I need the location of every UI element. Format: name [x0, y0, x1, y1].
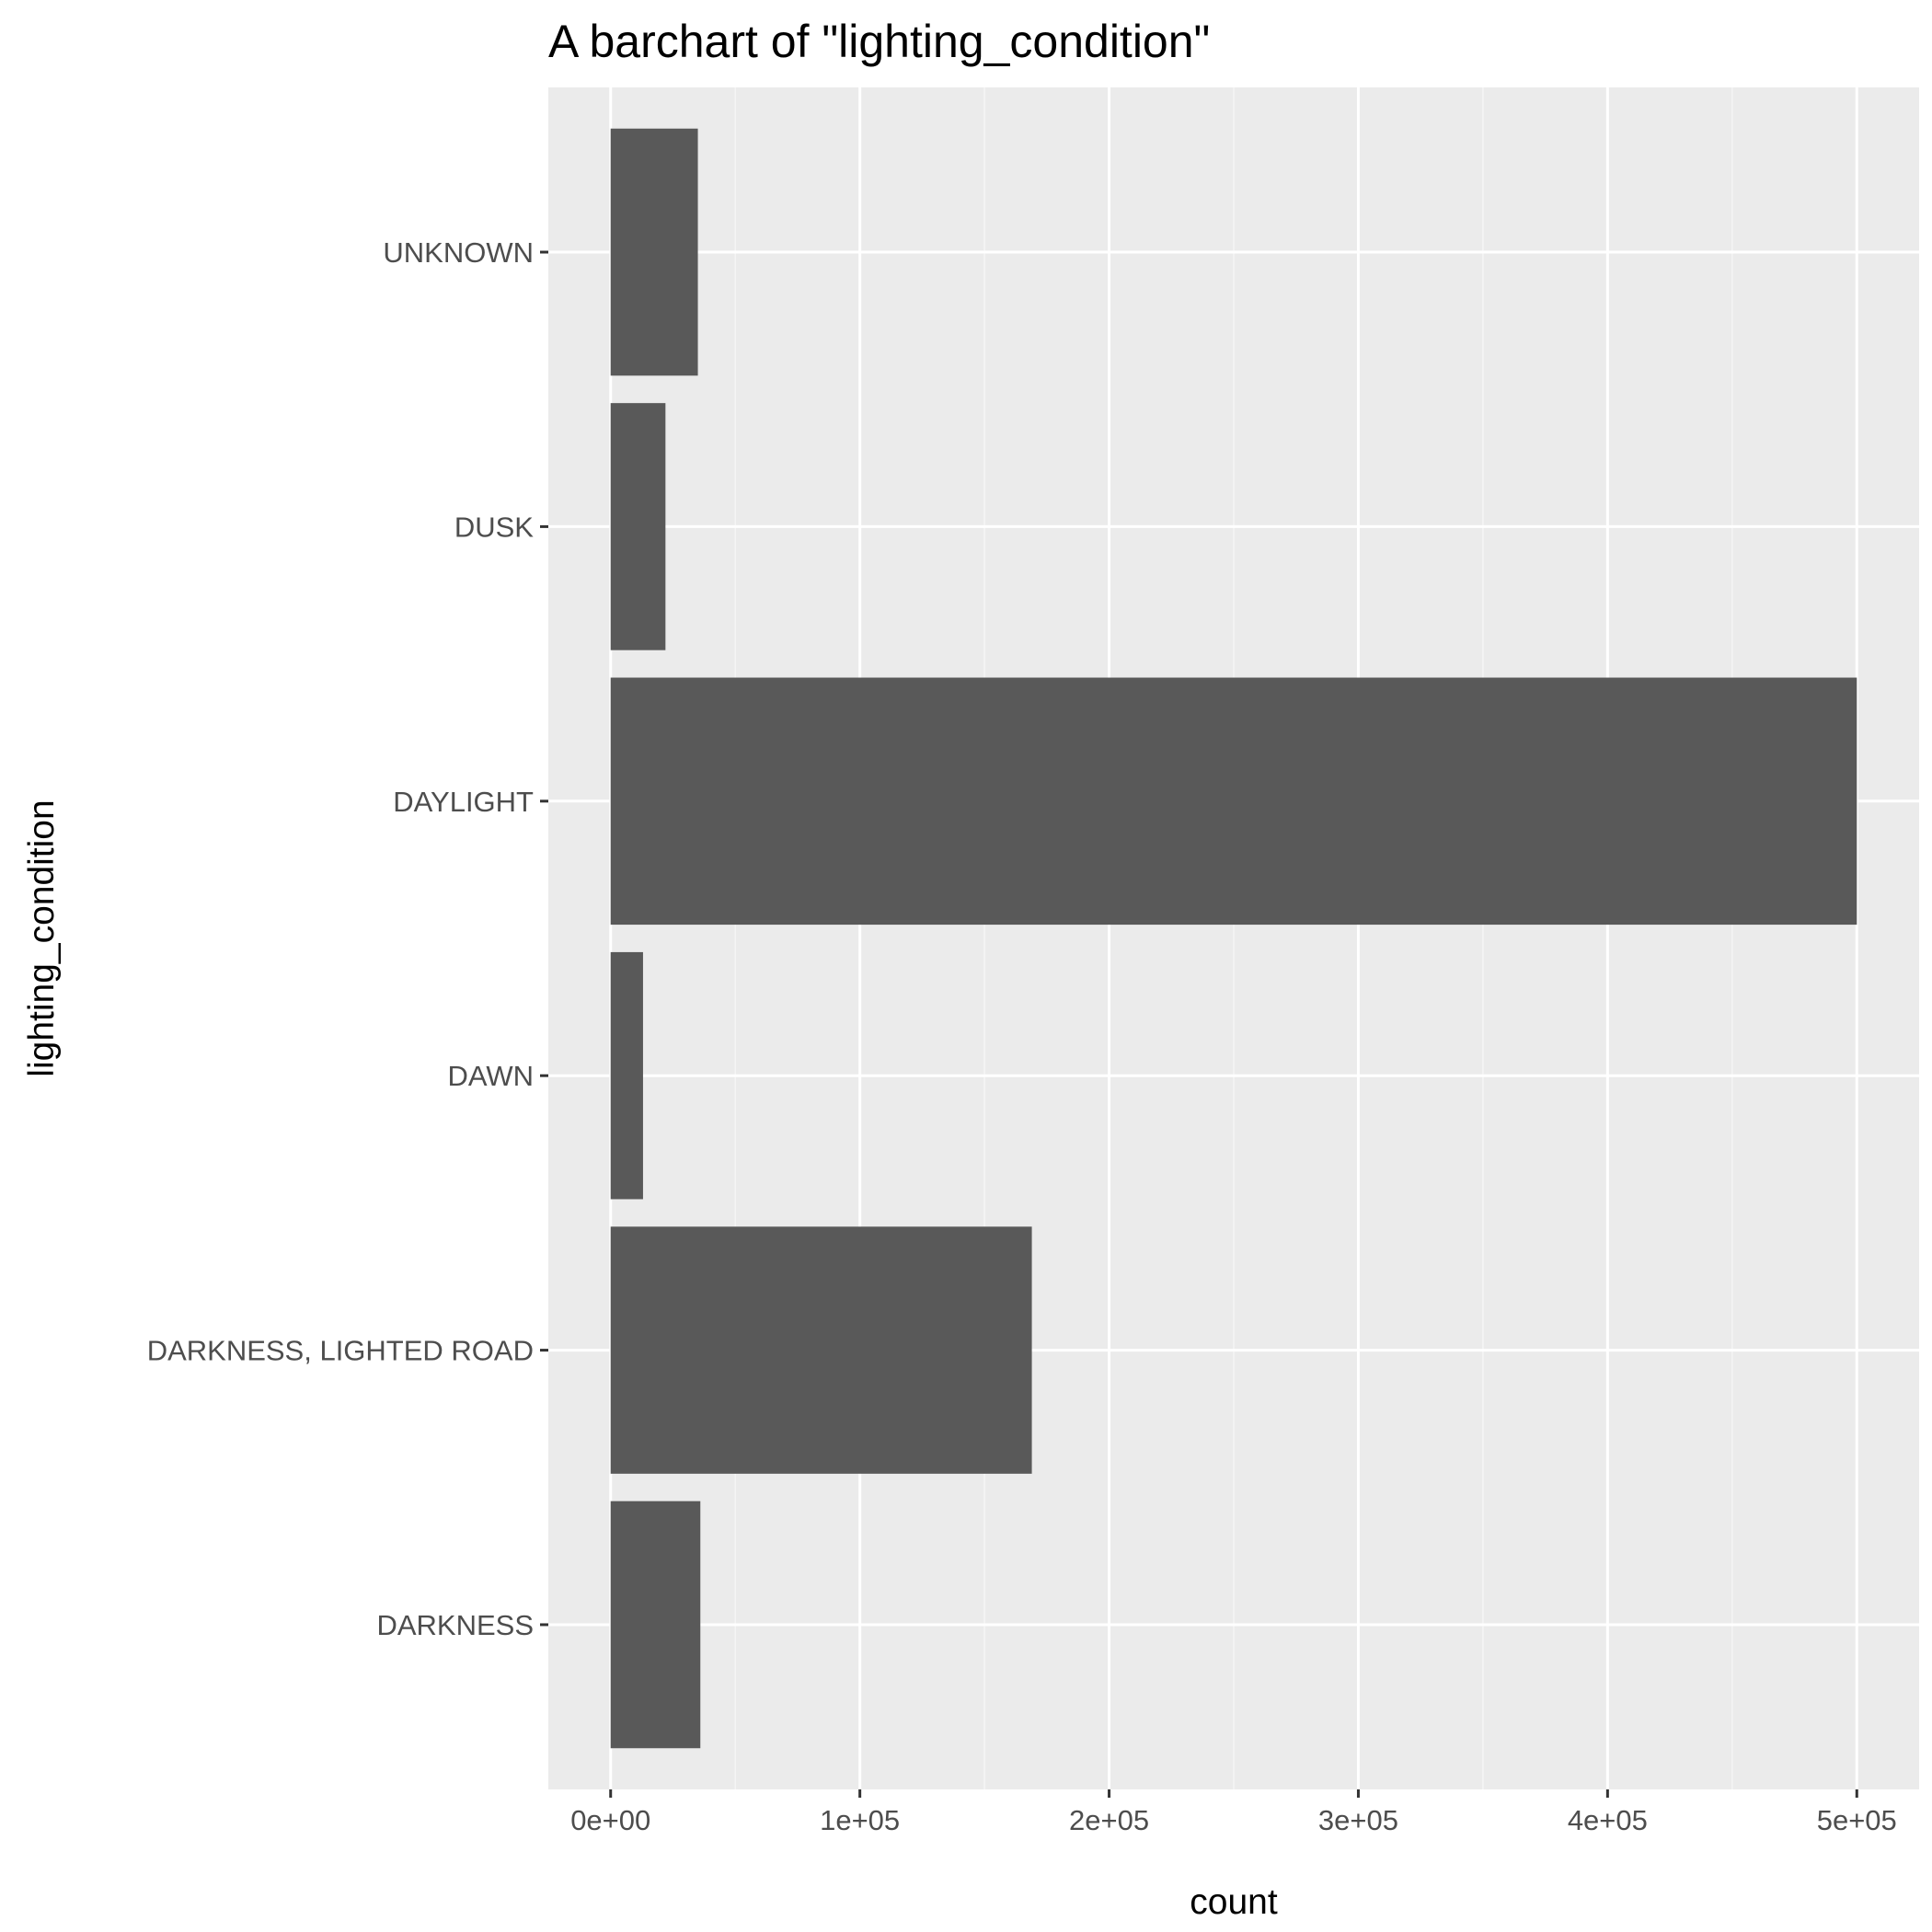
y-axis: DARKNESS DARKNESS, LIGHTED ROAD DAWN DAYLIG…: [147, 236, 548, 1641]
bar: [610, 951, 643, 1200]
x-tick-label: 3e+05: [1318, 1804, 1398, 1836]
y-axis-title: lighting_condition: [22, 799, 62, 1076]
bar: [610, 1501, 701, 1749]
x-tick-label: 0e+00: [570, 1804, 650, 1836]
bar: [610, 403, 666, 650]
x-tick-label: 2e+05: [1069, 1804, 1149, 1836]
chart-title: A barchart of "lighting_condition": [548, 16, 1210, 67]
bars: [610, 128, 1857, 1749]
x-tick-label: 1e+05: [820, 1804, 900, 1836]
y-tick-label: UNKNOWN: [383, 236, 534, 269]
y-tick-label: DARKNESS, LIGHTED ROAD: [147, 1335, 534, 1367]
y-tick-label: DARKNESS: [376, 1609, 534, 1641]
bar: [610, 677, 1857, 926]
bar: [610, 128, 698, 376]
x-tick-label: 5e+05: [1817, 1804, 1897, 1836]
x-axis: 0e+00 1e+05 2e+05 3e+05 4e+05 5e+05: [570, 1789, 1897, 1836]
x-tick-label: 4e+05: [1568, 1804, 1648, 1836]
y-tick-label: DUSK: [454, 511, 534, 543]
y-tick-label: DAYLIGHT: [393, 786, 534, 818]
x-axis-title: count: [1190, 1882, 1278, 1922]
bar: [610, 1226, 1032, 1474]
y-tick-label: DAWN: [447, 1060, 534, 1092]
